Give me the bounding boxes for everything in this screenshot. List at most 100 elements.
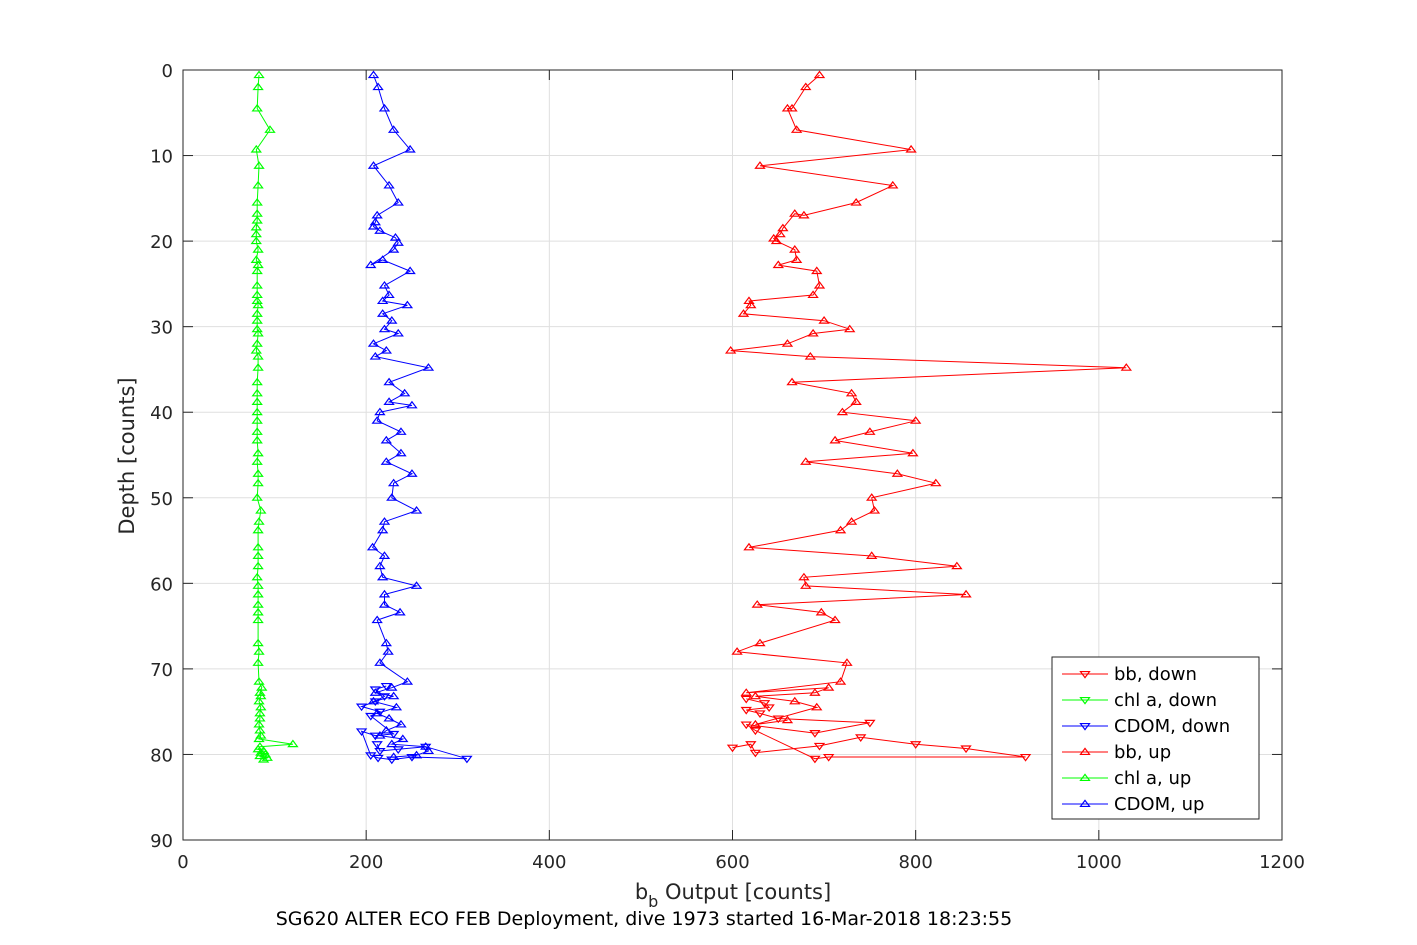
data-point bbox=[250, 345, 262, 354]
data-point bbox=[800, 82, 812, 91]
y-tick-label: 30 bbox=[150, 318, 173, 339]
data-point bbox=[376, 255, 389, 263]
data-point bbox=[410, 505, 423, 514]
legend-marker bbox=[1079, 773, 1091, 782]
data-point bbox=[397, 734, 409, 743]
data-point bbox=[754, 710, 766, 719]
data-point bbox=[800, 457, 812, 465]
data-point bbox=[253, 677, 265, 685]
x-tick-label: 0 bbox=[177, 852, 188, 873]
legend-marker bbox=[1079, 670, 1091, 679]
data-point bbox=[251, 215, 263, 224]
series-line-bb-up bbox=[730, 74, 1127, 725]
data-point bbox=[252, 600, 264, 608]
data-point bbox=[1019, 753, 1032, 762]
legend-marker bbox=[1079, 722, 1091, 731]
legend-label: CDOM, up bbox=[1114, 794, 1204, 815]
data-point bbox=[254, 713, 266, 722]
data-point bbox=[250, 236, 262, 245]
legend-item: chl a, up bbox=[1062, 768, 1191, 789]
data-point bbox=[252, 638, 264, 647]
data-point bbox=[371, 416, 383, 424]
data-point bbox=[777, 223, 789, 232]
data-point bbox=[789, 209, 801, 217]
data-point bbox=[254, 751, 266, 760]
data-point bbox=[376, 572, 389, 581]
data-point bbox=[406, 400, 418, 409]
data-point bbox=[790, 125, 803, 133]
data-point bbox=[401, 677, 414, 685]
data-point bbox=[252, 525, 264, 534]
x-axis-label: bb Output [counts] bbox=[635, 880, 831, 911]
x-tick-label: 600 bbox=[715, 852, 749, 873]
data-point bbox=[367, 339, 380, 347]
y-tick-label: 40 bbox=[150, 403, 173, 424]
data-point bbox=[905, 144, 917, 153]
data-point bbox=[251, 377, 263, 386]
data-point bbox=[366, 542, 379, 551]
y-tick-label: 90 bbox=[150, 831, 173, 852]
data-point bbox=[371, 210, 383, 219]
data-point bbox=[380, 435, 393, 444]
data-point bbox=[749, 727, 762, 736]
data-point bbox=[251, 427, 263, 435]
data-point bbox=[461, 755, 473, 764]
data-point bbox=[798, 572, 810, 581]
data-point bbox=[371, 615, 383, 624]
data-point bbox=[378, 693, 391, 701]
data-point bbox=[254, 688, 266, 696]
data-point bbox=[378, 280, 391, 289]
tick-labels: 0 200 400 600 800 1000 1200 0 10 20 30 40 50 60 70 80 90 bbox=[150, 61, 1305, 873]
legend-item: bb, up bbox=[1062, 742, 1171, 763]
data-point bbox=[907, 448, 919, 457]
data-point bbox=[380, 682, 393, 691]
data-point bbox=[380, 638, 393, 647]
data-point bbox=[252, 589, 264, 598]
data-point bbox=[383, 377, 395, 386]
data-point bbox=[815, 607, 828, 616]
data-point bbox=[392, 328, 404, 337]
data-point bbox=[355, 728, 368, 736]
data-point bbox=[864, 719, 876, 728]
legend-marker bbox=[1079, 747, 1091, 756]
data-point bbox=[257, 754, 270, 763]
data-point bbox=[726, 744, 739, 753]
data-point bbox=[380, 725, 393, 734]
data-point bbox=[745, 300, 757, 309]
data-point bbox=[770, 236, 783, 245]
x-axis-label-rest: Output [counts] bbox=[658, 880, 831, 904]
data-point bbox=[252, 260, 264, 269]
data-point bbox=[383, 290, 395, 299]
data-point bbox=[404, 266, 416, 275]
data-point bbox=[406, 469, 418, 477]
chart-caption: SG620 ALTER ECO FEB Deployment, dive 197… bbox=[276, 908, 1012, 930]
data-point bbox=[809, 730, 821, 738]
data-point bbox=[395, 719, 407, 728]
data-point bbox=[387, 691, 400, 700]
data-point bbox=[372, 82, 384, 91]
data-point bbox=[834, 677, 847, 685]
data-point bbox=[387, 730, 400, 739]
y-tick-label: 70 bbox=[150, 660, 173, 681]
data-point bbox=[845, 517, 858, 525]
data-point bbox=[813, 742, 826, 751]
data-point bbox=[422, 746, 435, 755]
data-point bbox=[737, 309, 750, 317]
x-axis-label-subscript: b bbox=[648, 892, 658, 911]
data-point bbox=[255, 702, 267, 711]
data-point bbox=[909, 416, 922, 424]
data-point bbox=[790, 255, 803, 263]
data-point bbox=[422, 363, 435, 371]
data-point bbox=[420, 742, 432, 750]
data-point bbox=[800, 581, 812, 589]
data-point bbox=[811, 266, 823, 275]
data-point bbox=[365, 712, 377, 721]
data-point bbox=[251, 339, 263, 347]
data-point bbox=[813, 280, 826, 289]
data-point bbox=[251, 572, 263, 581]
legend-label: bb, down bbox=[1114, 664, 1197, 685]
data-point bbox=[369, 686, 382, 695]
data-point bbox=[822, 753, 835, 762]
data-point bbox=[252, 607, 264, 616]
legend-label: CDOM, down bbox=[1114, 716, 1230, 737]
